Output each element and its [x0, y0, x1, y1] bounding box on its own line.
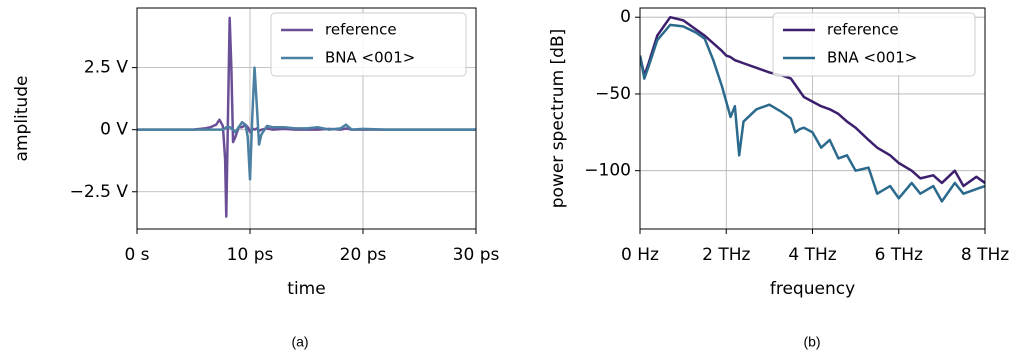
x-axis-label: time	[287, 279, 325, 299]
y-tick-label: −50	[595, 84, 631, 104]
plot-frame	[136, 7, 477, 230]
x-tick-label: 8 THz	[961, 245, 1009, 265]
x-tick-label: 4 THz	[788, 245, 836, 265]
y-tick-label: 0 V	[100, 120, 128, 140]
legend-label: BNA <001>	[827, 49, 917, 67]
x-tick-label: 20 ps	[340, 245, 387, 265]
legend-label: reference	[325, 21, 397, 39]
caption: (b)	[803, 334, 820, 350]
series-line	[640, 23, 985, 203]
x-tick-label: 6 THz	[875, 245, 923, 265]
y-tick-label: 2.5 V	[84, 58, 128, 78]
x-tick-label: 10 ps	[227, 245, 274, 265]
x-tick-label: 2 THz	[702, 245, 750, 265]
y-tick-label: −100	[584, 161, 631, 181]
y-tick-label: 0	[620, 7, 631, 27]
x-tick-label: 0 s	[124, 245, 149, 265]
series-line	[640, 15, 985, 188]
y-axis-label: power spectrum [dB]	[548, 29, 568, 209]
y-axis-label: amplitude	[12, 76, 32, 162]
legend-label: reference	[827, 21, 899, 39]
series-line	[137, 66, 476, 181]
x-tick-label: 0 Hz	[621, 245, 659, 265]
y-tick-label: −2.5 V	[70, 182, 129, 202]
caption: (a)	[291, 334, 308, 350]
legend-label: BNA <001>	[325, 49, 415, 67]
x-axis-label: frequency	[770, 279, 855, 299]
legend-box	[772, 12, 976, 77]
x-tick-label: 30 ps	[453, 245, 500, 265]
legend-box	[270, 12, 467, 77]
plot-frame	[639, 7, 986, 230]
